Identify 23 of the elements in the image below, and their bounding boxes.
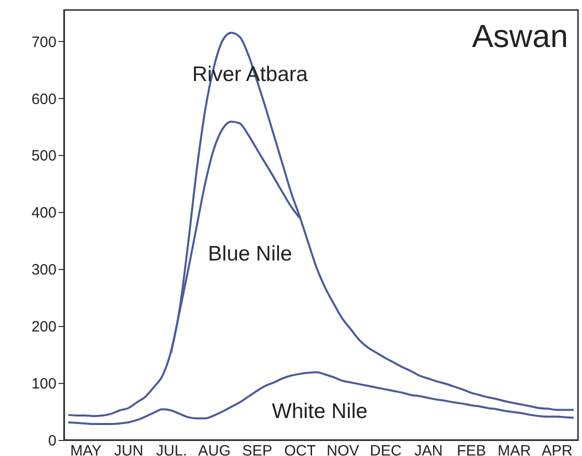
x-tick-label: JAN [414, 442, 443, 456]
y-tick-label: 300 [31, 262, 56, 279]
x-tick-label: FEB [456, 442, 486, 456]
y-tick-label: 0 [48, 432, 56, 450]
x-tick-label: AUG [198, 442, 231, 456]
chart-title: Aswan [472, 18, 568, 54]
y-tick-label: 400 [31, 204, 56, 222]
series-label: White Nile [272, 400, 368, 424]
x-tick-label: SEP [242, 442, 272, 456]
x-tick-label: JUN [114, 442, 144, 456]
x-tick-label: MAY [70, 442, 102, 456]
series-label: Blue Nile [208, 242, 292, 266]
x-tick-label: JUL. [156, 442, 188, 456]
y-tick-label: 100 [31, 376, 56, 393]
x-tick-label: MAR [498, 442, 532, 456]
x-tick-label: OCT [284, 442, 316, 456]
y-tick-label: 500 [31, 148, 56, 165]
y-tick-label: 200 [31, 318, 56, 336]
x-tick-label: NOV [326, 442, 360, 456]
x-tick-label: APR [542, 442, 573, 456]
y-tick-label: 600 [31, 90, 56, 108]
y-tick-label: 700 [31, 34, 56, 51]
x-tick-label: DEC [370, 442, 402, 456]
